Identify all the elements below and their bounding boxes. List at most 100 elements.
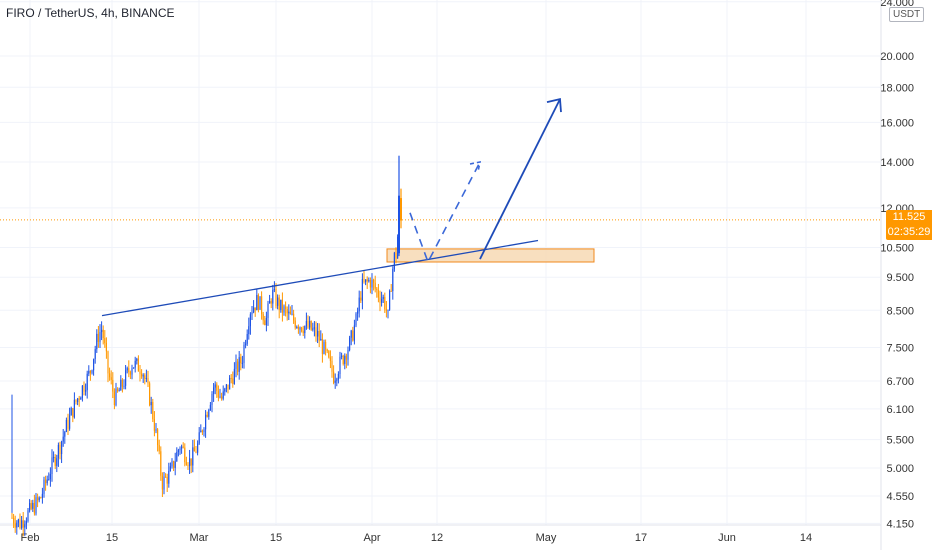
candle-body bbox=[320, 338, 322, 341]
candle-body bbox=[365, 279, 367, 283]
candle bbox=[22, 512, 24, 537]
candle bbox=[381, 291, 383, 307]
candle-body bbox=[96, 333, 98, 350]
candle-body bbox=[249, 314, 251, 327]
candle bbox=[203, 427, 205, 437]
candle-body bbox=[161, 475, 163, 490]
candle bbox=[85, 383, 87, 396]
candle bbox=[184, 443, 186, 467]
candle bbox=[40, 496, 42, 499]
candle-body bbox=[125, 370, 127, 386]
candle-body bbox=[331, 360, 333, 372]
candle bbox=[245, 339, 247, 349]
candle-body bbox=[88, 370, 90, 374]
candle bbox=[382, 294, 384, 304]
candle bbox=[305, 312, 307, 330]
candle-body bbox=[225, 384, 227, 389]
candle-body bbox=[328, 351, 330, 358]
candle bbox=[128, 360, 130, 378]
candle-body bbox=[237, 361, 239, 372]
candle bbox=[157, 428, 159, 452]
candle-body bbox=[257, 295, 259, 310]
candle-body bbox=[75, 399, 77, 402]
candle-body bbox=[395, 252, 397, 259]
candle bbox=[227, 384, 229, 394]
candle-body bbox=[307, 320, 309, 328]
candle-body bbox=[262, 314, 264, 321]
candle-body bbox=[221, 396, 223, 399]
candle-body bbox=[142, 375, 144, 377]
candle bbox=[80, 396, 82, 400]
candle-body bbox=[19, 519, 21, 529]
candle-body bbox=[45, 479, 47, 484]
price-tick-label: 8.500 bbox=[886, 305, 914, 317]
price-tick-label: 24.000 bbox=[880, 0, 914, 9]
candle bbox=[123, 379, 125, 390]
candle bbox=[291, 305, 293, 316]
time-tick-label: Apr bbox=[363, 532, 380, 544]
candle-body bbox=[265, 317, 267, 326]
candle bbox=[112, 372, 114, 399]
candle bbox=[235, 354, 237, 378]
candle-body bbox=[310, 320, 312, 330]
candle bbox=[21, 515, 23, 530]
candle bbox=[349, 335, 351, 352]
candle bbox=[344, 353, 346, 370]
candle-body bbox=[222, 391, 224, 399]
candle-body bbox=[326, 349, 328, 352]
candle bbox=[374, 275, 376, 293]
candle-body bbox=[317, 331, 319, 337]
candle bbox=[240, 353, 242, 371]
candle-body bbox=[121, 379, 123, 387]
candle-body bbox=[398, 195, 400, 254]
candle bbox=[318, 323, 320, 348]
currency-unit-badge[interactable]: USDT bbox=[889, 7, 925, 22]
candle-body bbox=[83, 385, 85, 392]
candle-body bbox=[315, 327, 317, 337]
candle-body bbox=[189, 458, 191, 467]
candle bbox=[136, 357, 138, 365]
candle-body bbox=[232, 378, 234, 384]
resistance-trendline bbox=[101, 239, 539, 317]
candle-body bbox=[369, 280, 371, 288]
candle bbox=[110, 370, 112, 385]
candle bbox=[107, 350, 109, 383]
candle bbox=[190, 458, 192, 474]
candle bbox=[29, 499, 31, 513]
candle-body bbox=[118, 390, 120, 392]
candle bbox=[310, 320, 312, 331]
candle-body bbox=[107, 351, 109, 374]
candle bbox=[177, 448, 179, 457]
candle-body bbox=[97, 333, 99, 342]
candle-body bbox=[288, 311, 290, 314]
candle-body bbox=[217, 390, 219, 398]
candle-body bbox=[48, 478, 50, 480]
candle-body bbox=[129, 372, 131, 375]
candle bbox=[131, 364, 133, 380]
candle bbox=[293, 309, 295, 324]
candle bbox=[168, 462, 170, 488]
bullish-projection-arrow bbox=[479, 98, 561, 260]
candle bbox=[360, 291, 362, 304]
candle-body bbox=[165, 476, 167, 478]
dashed-projection-arrowhead bbox=[469, 160, 482, 173]
candle-body bbox=[113, 391, 115, 406]
candle-body bbox=[70, 408, 72, 416]
candle bbox=[366, 276, 368, 289]
candle bbox=[57, 442, 59, 467]
candle bbox=[49, 467, 51, 487]
candle-body bbox=[173, 461, 175, 468]
candle-body bbox=[115, 388, 117, 406]
candle bbox=[275, 283, 277, 309]
candle-body bbox=[176, 452, 178, 462]
candle-body bbox=[363, 278, 365, 283]
price-tick-label: 6.100 bbox=[886, 404, 914, 416]
candle bbox=[19, 513, 21, 530]
candle-body bbox=[264, 320, 266, 326]
candle-body bbox=[94, 349, 96, 359]
candle bbox=[17, 518, 19, 528]
candle bbox=[345, 353, 347, 369]
candle-body bbox=[37, 497, 39, 501]
candle bbox=[289, 306, 291, 315]
